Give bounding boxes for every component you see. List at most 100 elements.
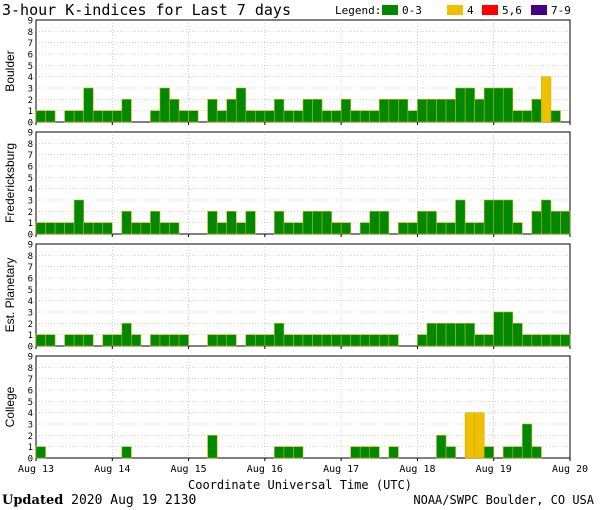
k-bar bbox=[169, 222, 180, 235]
legend-text-quiet: 0-3 bbox=[402, 4, 422, 17]
k-index-chart: 0123456789Boulder0123456789Fredericksbur… bbox=[3, 17, 588, 476]
k-bar bbox=[35, 446, 46, 459]
k-bar bbox=[378, 334, 390, 347]
k-bar bbox=[350, 334, 361, 347]
k-bar bbox=[283, 334, 294, 347]
x-tick-label: Aug 16 bbox=[247, 464, 283, 475]
k-bar bbox=[283, 446, 294, 459]
updated-timestamp: Updated 2020 Aug 19 2130 bbox=[2, 493, 196, 508]
k-bar bbox=[54, 222, 65, 235]
legend-swatch-quiet bbox=[382, 5, 398, 15]
k-bar bbox=[245, 211, 256, 235]
y-tick-label: 6 bbox=[28, 51, 33, 61]
k-bar bbox=[321, 211, 332, 235]
y-tick-label: 5 bbox=[28, 174, 33, 184]
k-bar bbox=[369, 334, 380, 347]
k-bar bbox=[340, 222, 351, 235]
k-bar bbox=[45, 334, 56, 347]
y-tick-label: 3 bbox=[28, 197, 33, 207]
k-bar bbox=[512, 323, 523, 347]
k-bar bbox=[541, 334, 552, 347]
k-bar bbox=[45, 222, 56, 235]
x-tick-label: Aug 14 bbox=[94, 464, 130, 475]
k-bar bbox=[464, 87, 475, 123]
k-bar bbox=[302, 99, 313, 123]
chart-title: 3-hour K-indices for Last 7 days bbox=[2, 1, 291, 19]
updated-value: 2020 Aug 19 2130 bbox=[71, 493, 197, 508]
k-bar bbox=[493, 199, 504, 235]
k-bar bbox=[92, 110, 104, 123]
k-bar bbox=[235, 222, 247, 235]
k-bar bbox=[207, 211, 218, 235]
k-bar bbox=[121, 99, 132, 123]
k-bar bbox=[283, 110, 294, 123]
y-tick-label: 5 bbox=[28, 398, 33, 408]
k-bar bbox=[359, 110, 371, 123]
k-bar bbox=[159, 87, 170, 123]
y-tick-label: 4 bbox=[28, 409, 33, 419]
k-bar bbox=[531, 334, 542, 347]
k-bar bbox=[369, 211, 380, 235]
y-tick-label: 2 bbox=[28, 208, 33, 218]
x-tick-label: Aug 18 bbox=[399, 464, 435, 475]
y-tick-label: 8 bbox=[28, 140, 33, 150]
k-bar bbox=[426, 323, 437, 347]
y-tick-label: 9 bbox=[28, 241, 33, 251]
k-bar bbox=[178, 334, 189, 347]
k-bar bbox=[512, 222, 523, 235]
k-bar bbox=[216, 334, 228, 347]
x-tick-label: Aug 20 bbox=[552, 464, 588, 475]
k-bar bbox=[274, 211, 285, 235]
panel-label-college: College bbox=[3, 386, 17, 427]
k-bar bbox=[417, 99, 428, 123]
k-bar bbox=[150, 211, 161, 235]
k-bar bbox=[35, 222, 46, 235]
k-bar bbox=[293, 334, 304, 347]
k-bar bbox=[73, 110, 84, 123]
k-bar bbox=[350, 110, 361, 123]
k-bar bbox=[321, 334, 332, 347]
k-bar bbox=[502, 446, 514, 459]
x-tick-label: Aug 19 bbox=[476, 464, 512, 475]
legend-label: Legend: bbox=[335, 4, 382, 17]
k-bar bbox=[64, 222, 75, 235]
k-bar bbox=[302, 334, 313, 347]
k-bar bbox=[92, 222, 104, 235]
k-bar bbox=[159, 334, 170, 347]
y-tick-label: 4 bbox=[28, 185, 33, 195]
k-bar bbox=[550, 334, 561, 347]
y-tick-label: 7 bbox=[28, 151, 33, 161]
k-bar bbox=[398, 99, 409, 123]
y-tick-label: 0 bbox=[28, 455, 33, 465]
y-tick-label: 0 bbox=[28, 119, 33, 129]
y-tick-label: 8 bbox=[28, 364, 33, 374]
legend-text-active: 4 bbox=[467, 4, 474, 17]
k-bar bbox=[207, 435, 218, 459]
legend-swatch-active bbox=[447, 5, 463, 15]
k-bar bbox=[83, 334, 94, 347]
k-bar bbox=[531, 99, 542, 123]
y-tick-label: 3 bbox=[28, 421, 33, 431]
k-bar bbox=[102, 110, 113, 123]
panel-label-boulder: Boulder bbox=[3, 50, 17, 91]
k-bar bbox=[83, 222, 94, 235]
k-bar bbox=[188, 110, 199, 123]
panel-label-fredericksburg: Fredericksburg bbox=[3, 143, 17, 223]
k-bar bbox=[312, 211, 323, 235]
k-bar bbox=[331, 110, 342, 123]
k-bar bbox=[550, 110, 561, 123]
k-bar bbox=[531, 211, 542, 235]
k-bar bbox=[388, 334, 399, 347]
y-tick-label: 6 bbox=[28, 163, 33, 173]
y-tick-label: 5 bbox=[28, 286, 33, 296]
k-bar bbox=[140, 222, 151, 235]
k-bar bbox=[321, 110, 332, 123]
k-bar bbox=[121, 446, 132, 459]
y-tick-label: 9 bbox=[28, 353, 33, 363]
k-bar bbox=[178, 110, 189, 123]
k-bar bbox=[369, 110, 380, 123]
k-bar bbox=[73, 334, 84, 347]
k-bar bbox=[359, 222, 371, 235]
k-bar bbox=[255, 110, 266, 123]
y-tick-label: 7 bbox=[28, 39, 33, 49]
